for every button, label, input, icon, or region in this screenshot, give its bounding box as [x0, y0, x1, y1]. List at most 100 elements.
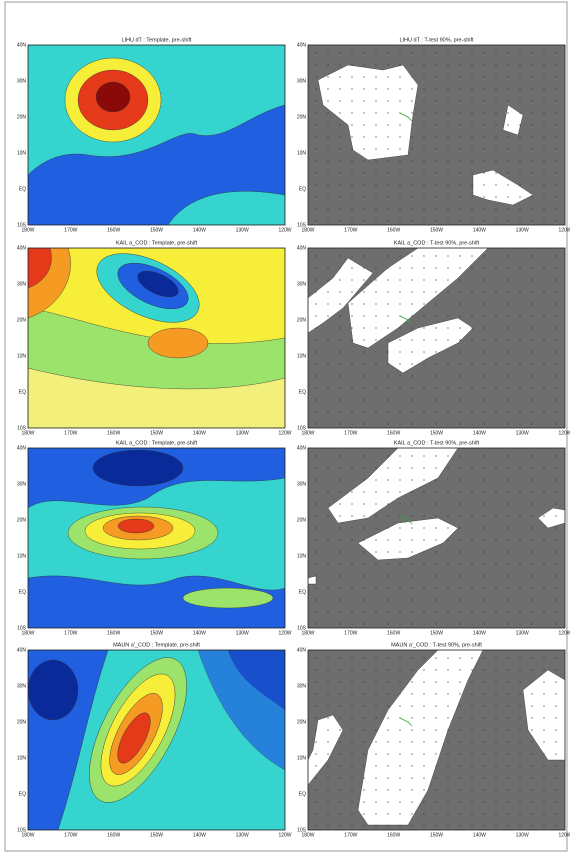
grid-dot: [327, 575, 329, 577]
grid-dot: [543, 184, 545, 186]
grid-dot: [435, 208, 437, 210]
map-field: [308, 650, 565, 830]
grid-dot: [375, 681, 377, 683]
grid-dot: [519, 291, 521, 293]
grid-dot: [315, 455, 317, 457]
grid-dot: [519, 563, 521, 565]
grid-dot: [315, 693, 317, 695]
grid-dot: [339, 623, 341, 625]
grid-dot: [471, 88, 473, 90]
grid-dot: [339, 801, 341, 803]
grid-dot: [531, 669, 533, 671]
grid-dot: [519, 315, 521, 317]
grid-dot: [519, 112, 521, 114]
grid-dot: [543, 351, 545, 353]
map-panel: KAIL a_COD : Template, pre-shift 180W 170W…: [17, 440, 292, 636]
grid-dot: [387, 825, 389, 827]
grid-dot: [519, 729, 521, 731]
grid-dot: [387, 220, 389, 222]
station-marker: [399, 315, 413, 325]
grid-dot: [471, 160, 473, 162]
grid-dot: [471, 375, 473, 377]
grid-dot: [411, 220, 413, 222]
grid-dot: [543, 657, 545, 659]
grid-dot: [351, 515, 353, 517]
grid-dot: [483, 563, 485, 565]
longitude-label: 160W: [107, 630, 120, 636]
grid-dot: [471, 124, 473, 126]
grid-dot: [471, 184, 473, 186]
grid-dot: [495, 705, 497, 707]
grid-dot: [555, 220, 557, 222]
grid-dot: [543, 52, 545, 54]
grid-dot: [471, 753, 473, 755]
grid-dot: [339, 515, 341, 517]
grid-dot: [471, 303, 473, 305]
grid-dot: [447, 291, 449, 293]
grid-dot: [351, 587, 353, 589]
station-marker: [399, 112, 413, 122]
grid-dot: [363, 551, 365, 553]
grid-dot: [375, 753, 377, 755]
grid-dot: [471, 327, 473, 329]
grid-dot: [483, 184, 485, 186]
grid-dot: [447, 657, 449, 659]
grid-dot: [411, 423, 413, 425]
grid-dot: [363, 599, 365, 601]
grid-dot: [423, 136, 425, 138]
grid-dot: [519, 681, 521, 683]
longitude-label: 120W: [558, 832, 570, 838]
longitude-label: 140W: [193, 832, 206, 838]
panel-border: [307, 247, 566, 429]
grid-dot: [543, 599, 545, 601]
grid-dot: [471, 657, 473, 659]
grid-dot: [519, 327, 521, 329]
grid-dot: [315, 76, 317, 78]
longitude-label: 180W: [21, 430, 34, 436]
grid-dot: [483, 315, 485, 317]
grid-dot: [543, 801, 545, 803]
grid-dot: [399, 136, 401, 138]
grid-dot: [327, 527, 329, 529]
grid-dot: [555, 491, 557, 493]
grid-dot: [435, 375, 437, 377]
grid-dot: [363, 136, 365, 138]
longitude-label: 180W: [21, 630, 34, 636]
grid-dot: [351, 255, 353, 257]
grid-dot: [399, 813, 401, 815]
grid-dot: [447, 479, 449, 481]
grid-dot: [459, 76, 461, 78]
grid-dot: [555, 789, 557, 791]
grid-dot: [531, 255, 533, 257]
grid-dot: [471, 681, 473, 683]
grid-dot: [435, 467, 437, 469]
grid-dot: [435, 623, 437, 625]
grid-dot: [555, 52, 557, 54]
longitude-label: 180W: [21, 227, 34, 233]
grid-dot: [399, 184, 401, 186]
grid-dot: [555, 327, 557, 329]
grid-dot: [339, 599, 341, 601]
grid-dot: [495, 303, 497, 305]
grid-dot: [483, 741, 485, 743]
grid-dot: [543, 208, 545, 210]
grid-dot: [543, 172, 545, 174]
grid-dot: [327, 599, 329, 601]
grid-dot: [495, 789, 497, 791]
longitude-label: 120W: [558, 630, 570, 636]
grid-dot: [399, 491, 401, 493]
grid-dot: [399, 587, 401, 589]
grid-dot: [531, 753, 533, 755]
grid-dot: [531, 729, 533, 731]
grid-dot: [315, 479, 317, 481]
map-field: [308, 248, 565, 428]
grid-dot: [447, 208, 449, 210]
latitude-label: 10S: [297, 625, 307, 631]
grid-dot: [363, 539, 365, 541]
grid-dot: [555, 741, 557, 743]
grid-dot: [387, 148, 389, 150]
grid-dot: [375, 351, 377, 353]
grid-dot: [471, 705, 473, 707]
grid-dot: [327, 467, 329, 469]
map-field: [308, 45, 565, 225]
